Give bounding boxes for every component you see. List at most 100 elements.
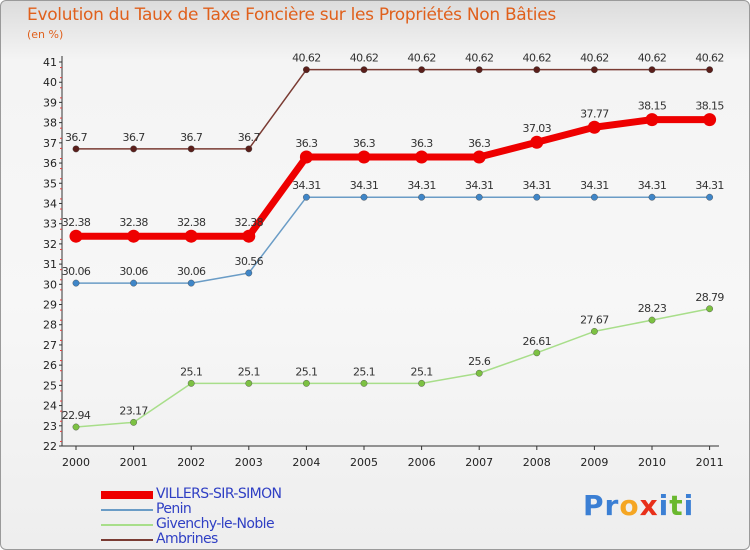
y-tick-label: 27	[43, 339, 57, 352]
series-line-penin	[75, 196, 711, 284]
data-label: 28.23	[638, 302, 667, 315]
y-minor-mark	[60, 329, 62, 331]
data-point	[302, 193, 310, 201]
y-minor-mark	[60, 97, 62, 99]
data-label: 34.31	[638, 179, 667, 192]
data-label: 30.56	[235, 255, 264, 268]
data-label: 34.31	[407, 179, 436, 192]
data-point	[706, 193, 713, 201]
data-point	[533, 349, 541, 357]
series-line-givenchy-le-noble	[75, 308, 711, 428]
y-tick-label: 37	[43, 137, 57, 150]
data-label: 36.7	[180, 131, 203, 144]
y-tick-label: 39	[43, 96, 57, 109]
data-label: 40.62	[523, 52, 552, 65]
data-point	[648, 193, 656, 201]
proxiti-logo: Proxiti	[583, 489, 694, 522]
x-tick-label: 2002	[177, 456, 205, 469]
data-point	[69, 229, 83, 243]
data-point	[302, 66, 310, 74]
legend-swatch	[101, 524, 153, 526]
data-point	[418, 193, 425, 201]
y-tick-label: 30	[43, 278, 57, 291]
data-label: 36.3	[468, 137, 491, 150]
data-label: 40.62	[292, 52, 321, 65]
data-point	[302, 379, 310, 387]
y-minor-mark	[60, 430, 62, 432]
data-point	[130, 418, 138, 426]
y-minor-mark	[60, 228, 62, 230]
data-label: 36.3	[411, 137, 434, 150]
x-tick-label: 2011	[696, 456, 724, 469]
logo-letter: t	[669, 489, 684, 522]
data-label: 37.77	[580, 107, 609, 120]
x-tick-label: 2006	[408, 456, 436, 469]
data-point	[645, 113, 659, 127]
x-tick-label: 2003	[235, 456, 263, 469]
data-label: 25.1	[411, 365, 433, 378]
data-label: 40.62	[407, 52, 436, 65]
y-tick-label: 33	[43, 218, 57, 231]
data-point	[706, 305, 713, 313]
logo-letter: i	[658, 489, 670, 522]
data-label: 34.31	[580, 179, 609, 192]
data-point	[418, 379, 425, 387]
x-tick-label: 2008	[523, 456, 551, 469]
data-label: 36.3	[295, 137, 318, 150]
y-minor-mark	[60, 178, 62, 180]
data-point	[299, 150, 313, 164]
data-label: 40.62	[580, 52, 609, 65]
logo-letter: o	[619, 489, 640, 522]
y-minor-mark	[60, 238, 62, 240]
y-minor-mark	[60, 107, 62, 109]
data-label: 38.15	[638, 100, 667, 113]
y-minor-mark	[60, 117, 62, 119]
y-minor-mark	[60, 390, 62, 392]
y-minor-mark	[60, 400, 62, 402]
y-minor-mark	[60, 188, 62, 190]
legend-swatch	[101, 509, 153, 511]
y-tick-label: 40	[43, 76, 57, 89]
data-point	[591, 328, 598, 335]
legend-swatch	[101, 539, 153, 541]
chart-title: Evolution du Taux de Taxe Foncière sur l…	[27, 5, 556, 25]
x-tick-label: 2000	[62, 456, 90, 469]
y-minor-mark	[60, 440, 62, 442]
logo-letter: r	[604, 489, 620, 522]
data-label: 36.7	[65, 131, 88, 144]
data-label: 34.31	[523, 179, 552, 192]
data-label: 32.38	[177, 216, 206, 229]
y-minor-mark	[60, 319, 62, 321]
legend-label: Ambrines	[156, 531, 218, 547]
series-line-ambrines	[75, 68, 711, 150]
y-minor-mark	[60, 127, 62, 129]
y-tick-label: 24	[43, 400, 57, 413]
data-point	[127, 229, 141, 243]
y-tick-label: 36	[43, 157, 57, 170]
y-minor-mark	[60, 137, 62, 139]
data-label: 34.31	[695, 179, 724, 192]
x-tick-label: 2004	[292, 456, 320, 469]
data-point	[245, 145, 253, 153]
data-point	[130, 145, 138, 153]
legend-label: VILLERS-SIR-SIMON	[156, 486, 282, 502]
x-tick-label: 2005	[350, 456, 378, 469]
data-point	[648, 316, 656, 324]
data-label: 40.62	[695, 52, 724, 65]
data-point	[648, 66, 656, 74]
y-minor-mark	[60, 350, 62, 351]
x-tick-label: 2001	[120, 456, 148, 469]
data-point	[703, 113, 717, 127]
data-label: 32.38	[119, 216, 148, 229]
logo-letter: P	[583, 489, 605, 522]
legend-label: Penin	[156, 501, 192, 517]
y-minor-mark	[60, 248, 62, 250]
x-tick-label: 2007	[465, 456, 493, 469]
data-label: 25.1	[295, 365, 317, 378]
data-point	[472, 150, 486, 164]
data-label: 40.62	[638, 52, 667, 65]
y-tick-label: 25	[43, 379, 57, 392]
data-point	[245, 269, 253, 277]
data-label: 30.06	[177, 265, 206, 278]
